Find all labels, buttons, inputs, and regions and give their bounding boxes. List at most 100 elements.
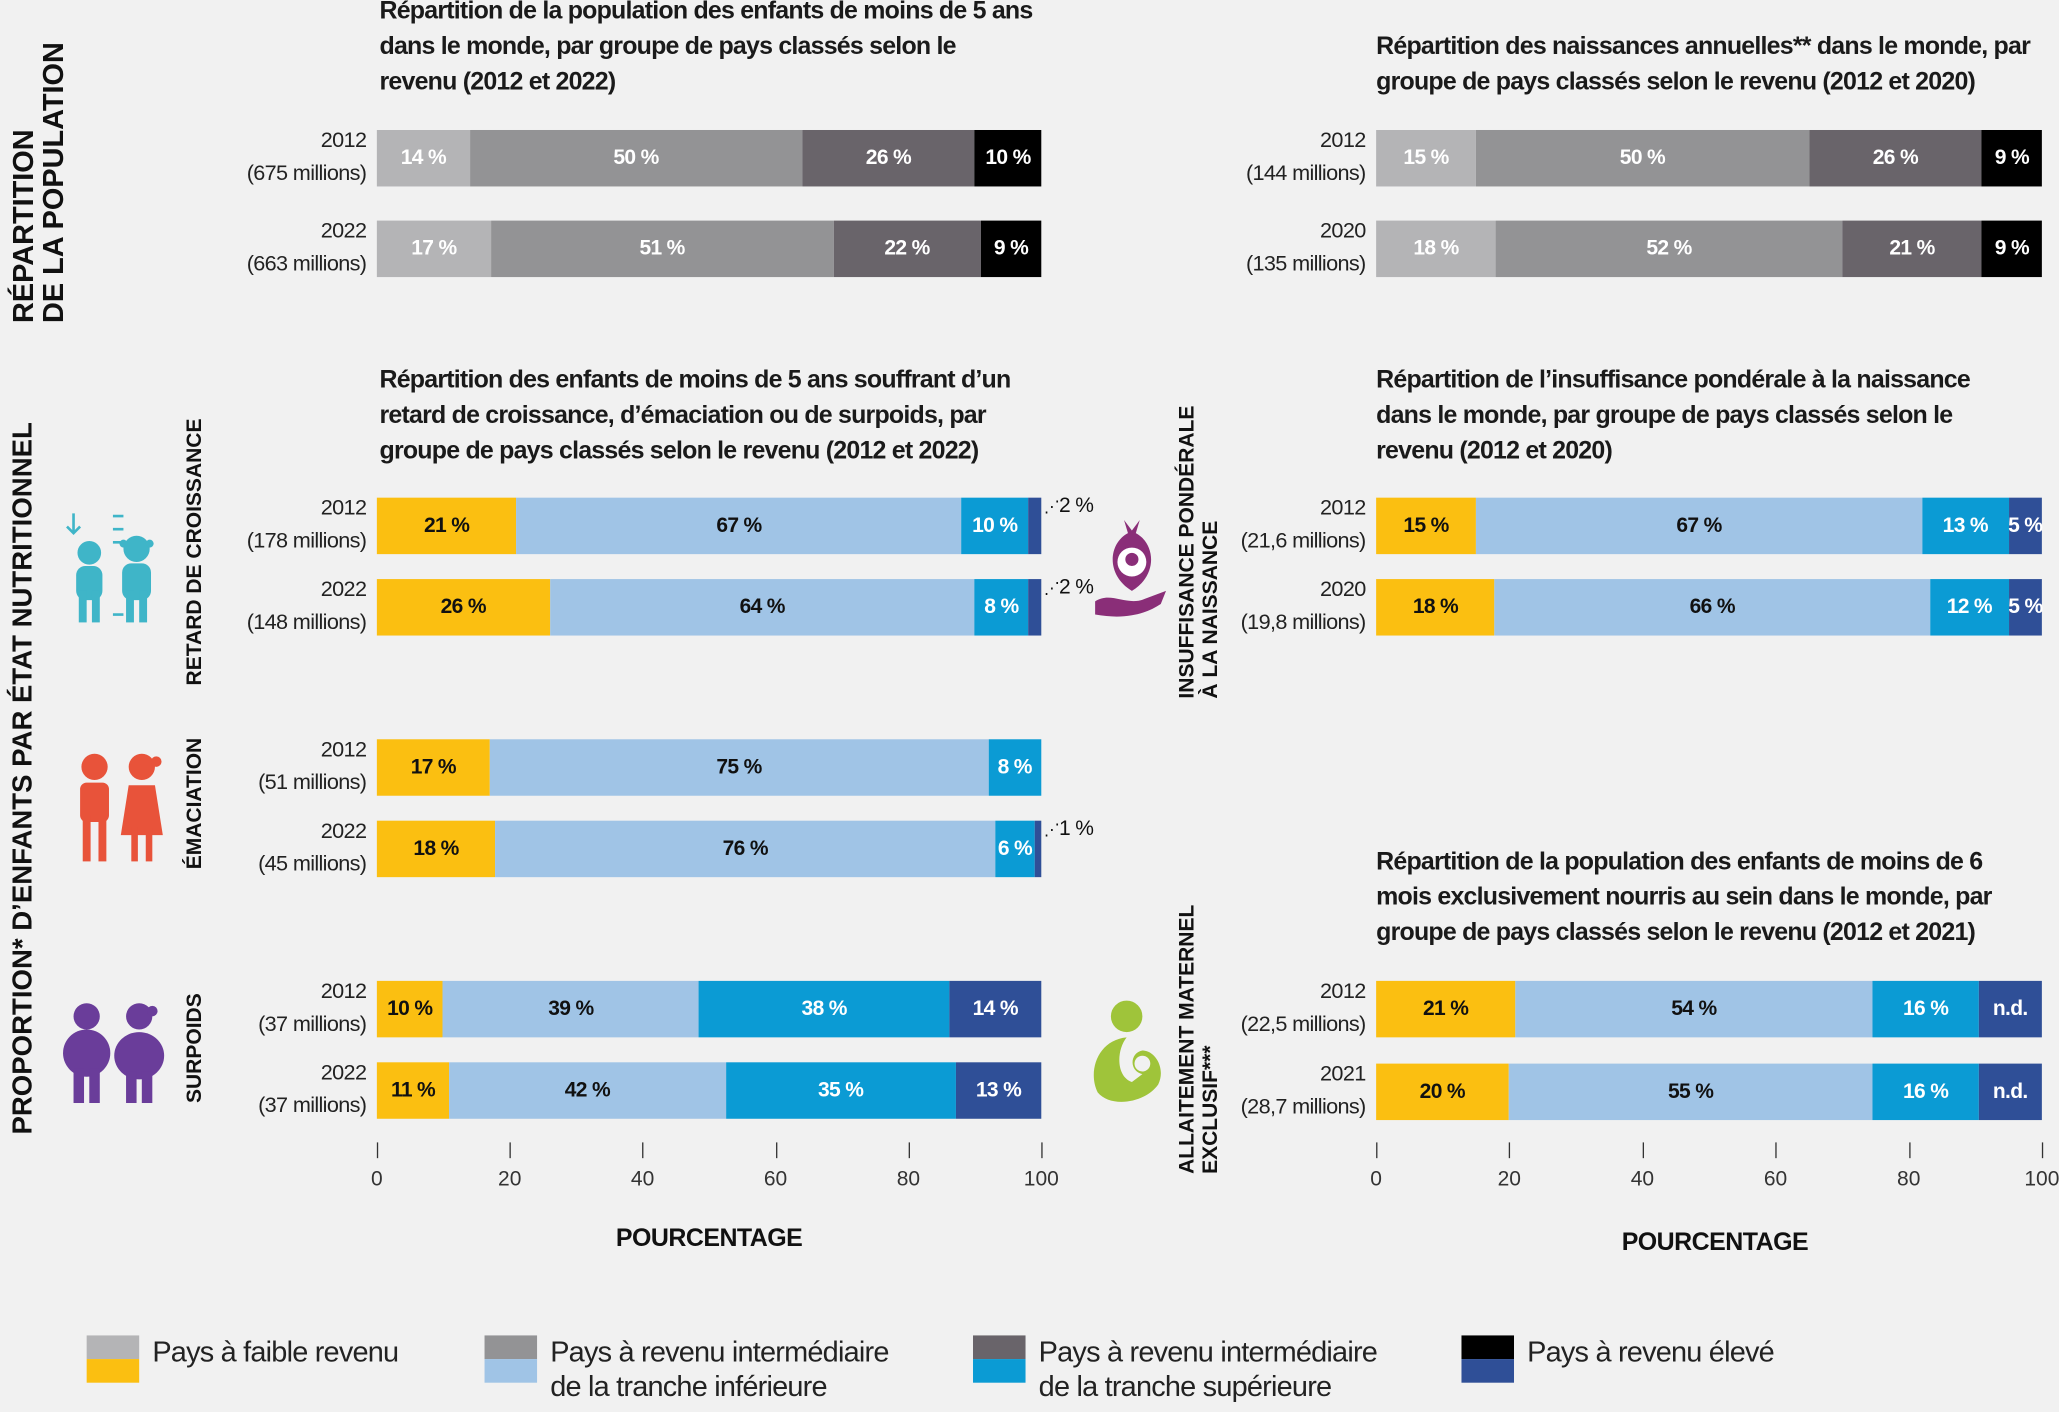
legend-item: Pays à revenu intermédiaire de la tranche… [484,1335,889,1403]
data-label: 18 % [1412,595,1459,618]
data-label: 13 % [975,1078,1022,1102]
row-total: (144 millions) [1245,161,1366,186]
row-total: (37 millions) [258,1093,367,1118]
legend-swatch [1461,1335,1515,1383]
bar-segment-low-income: 10 % [376,980,443,1038]
legend-item: Pays à revenu élevé [1461,1335,1775,1383]
bar-segment-upper-middle-income: 35 % [725,1062,956,1119]
outside-label-text: 1 % [1059,818,1094,841]
x-tick [1041,1142,1043,1159]
chart-title: Répartition des enfants de moins de 5 an… [379,366,1011,465]
x-axis-line [1376,1142,2042,1143]
x-tick [775,1142,777,1159]
legend-line: de la tranche supérieure [1038,1369,1332,1403]
data-label: 14 % [400,146,447,169]
row-label: 2020 (135 millions) [1246,215,1366,281]
data-label: 54 % [1671,997,1717,1020]
row-total: (51 millions) [258,770,367,795]
bar-segment-low-income: 18 % [1376,220,1496,278]
side-label-breastfeeding: Allaitement maternel exclusif*** [1177,905,1224,1174]
row-year: 2012 [320,979,367,1004]
bar-segment-high-income: 5 % [2008,497,2043,555]
row-year: 2012 [320,496,367,520]
bar-segment-upper-middle-income: 8 % [974,579,1028,636]
legend-label: Pays à revenu intermédiaire de la tranche… [1038,1335,1378,1403]
data-label: 26 % [440,595,487,618]
data-label: 15 % [1403,514,1449,537]
row-label: 2012 (37 millions) [258,976,367,1042]
baby-in-hand-icon [1095,519,1167,617]
bar-segment-lower-middle-income: 67 % [1475,497,1923,555]
x-axis-title: POURCENTAGE [1621,1229,1809,1257]
data-label: 52 % [1646,237,1692,260]
x-tick [908,1142,910,1159]
data-label: 55 % [1667,1080,1714,1103]
row-year: 2012 [1320,979,1366,1004]
bar-segment-low-income: 15 % [1376,129,1476,187]
x-tick [1509,1142,1511,1159]
data-label: 67 % [1676,514,1722,537]
data-label: 5 % [2008,514,2043,537]
bar-segment-lower-middle-income: 75 % [489,739,989,796]
chart-title: Répartition de l’insuffisance pondérale … [1376,366,1971,465]
x-tick-label: 20 [498,1168,522,1191]
bar-segment-low-income: 14 % [376,129,470,187]
row-label: 2012 (21,6 millions) [1240,492,1367,558]
side-label-line: exclusif*** [1200,1045,1223,1174]
data-label: 10 % [387,997,433,1020]
bar-segment-upper-middle-income: 16 % [1872,1063,1979,1121]
leader-line: ⋰ [1043,497,1060,517]
bar-segment-upper-middle-income: 26 % [802,129,975,187]
bar-segment-low-income: 18 % [1376,579,1495,636]
bar-row: 2020 (19,8 millions) 18 % 66 % 12 % 5 % [1241,578,2043,636]
children-height-icon [66,513,154,623]
row-label: 2012 (144 millions) [1246,125,1366,191]
overweight-children-icon [63,1003,165,1104]
legend-line: Pays à revenu intermédiaire [550,1335,889,1369]
x-tick [376,1142,379,1159]
row-total: (37 millions) [258,1012,367,1037]
bar-segment-lower-middle-income: 67 % [516,497,962,555]
bar-segment-high-income: n.d. [1978,980,2042,1038]
outside-data-label: ⋰2 % [1043,576,1094,600]
data-label: 21 % [1423,997,1469,1020]
row-total: (675 millions) [246,161,367,186]
row-total: (178 millions) [246,529,367,553]
data-label: 50 % [613,146,659,169]
row-year: 2021 [1320,1062,1366,1086]
side-label-line: à la naissance [1200,520,1223,699]
row-year: 2012 [320,128,367,153]
row-label: 2022 (148 millions) [247,574,367,640]
data-label: 64 % [739,595,786,618]
legend-swatch [973,1335,1026,1383]
data-label: 14 % [972,997,1019,1020]
bar-segment-lower-middle-income: 50 % [1475,129,1809,187]
legend-line: de la tranche inférieure [550,1369,827,1403]
bar-segment-high-income: 10 % [974,129,1042,187]
data-label: 26 % [1872,146,1919,169]
x-tick-label: 80 [1897,1168,1921,1191]
side-label-lbw: Insuffisance pondérale à la naissance [1177,406,1224,699]
row-total: (21,6 millions) [1240,529,1367,553]
row-label: 2022 (45 millions) [258,815,367,881]
bar-segment-lower-middle-income: 39 % [442,980,700,1038]
data-label: 21 % [423,514,470,537]
bar-segment-high-income [1034,820,1042,878]
data-label: 9 % [1994,237,2030,260]
side-label-line: Allaitement maternel [1176,904,1199,1174]
data-label: 8 % [997,755,1033,779]
bar-segment-lower-middle-income: 76 % [495,820,996,878]
row-total: (22,5 millions) [1240,1012,1367,1037]
leader-line: ⋰ [1043,579,1060,598]
bar-segment-lower-middle-income: 52 % [1495,220,1843,278]
row-label: 2012 (22,5 millions) [1240,976,1367,1042]
bar-segment-low-income: 11 % [376,1062,450,1119]
chart-title: Répartition de la population des enfants… [379,0,1033,96]
data-label: 17 % [411,237,457,260]
outside-data-label: ⋰1 % [1044,818,1094,842]
bar-segment-low-income: 15 % [1376,497,1476,555]
side-label-wasting: Émaciation [183,737,207,870]
row-label: 2020 (19,8 millions) [1241,574,1367,640]
bar-segment-high-income: 14 % [949,980,1042,1038]
